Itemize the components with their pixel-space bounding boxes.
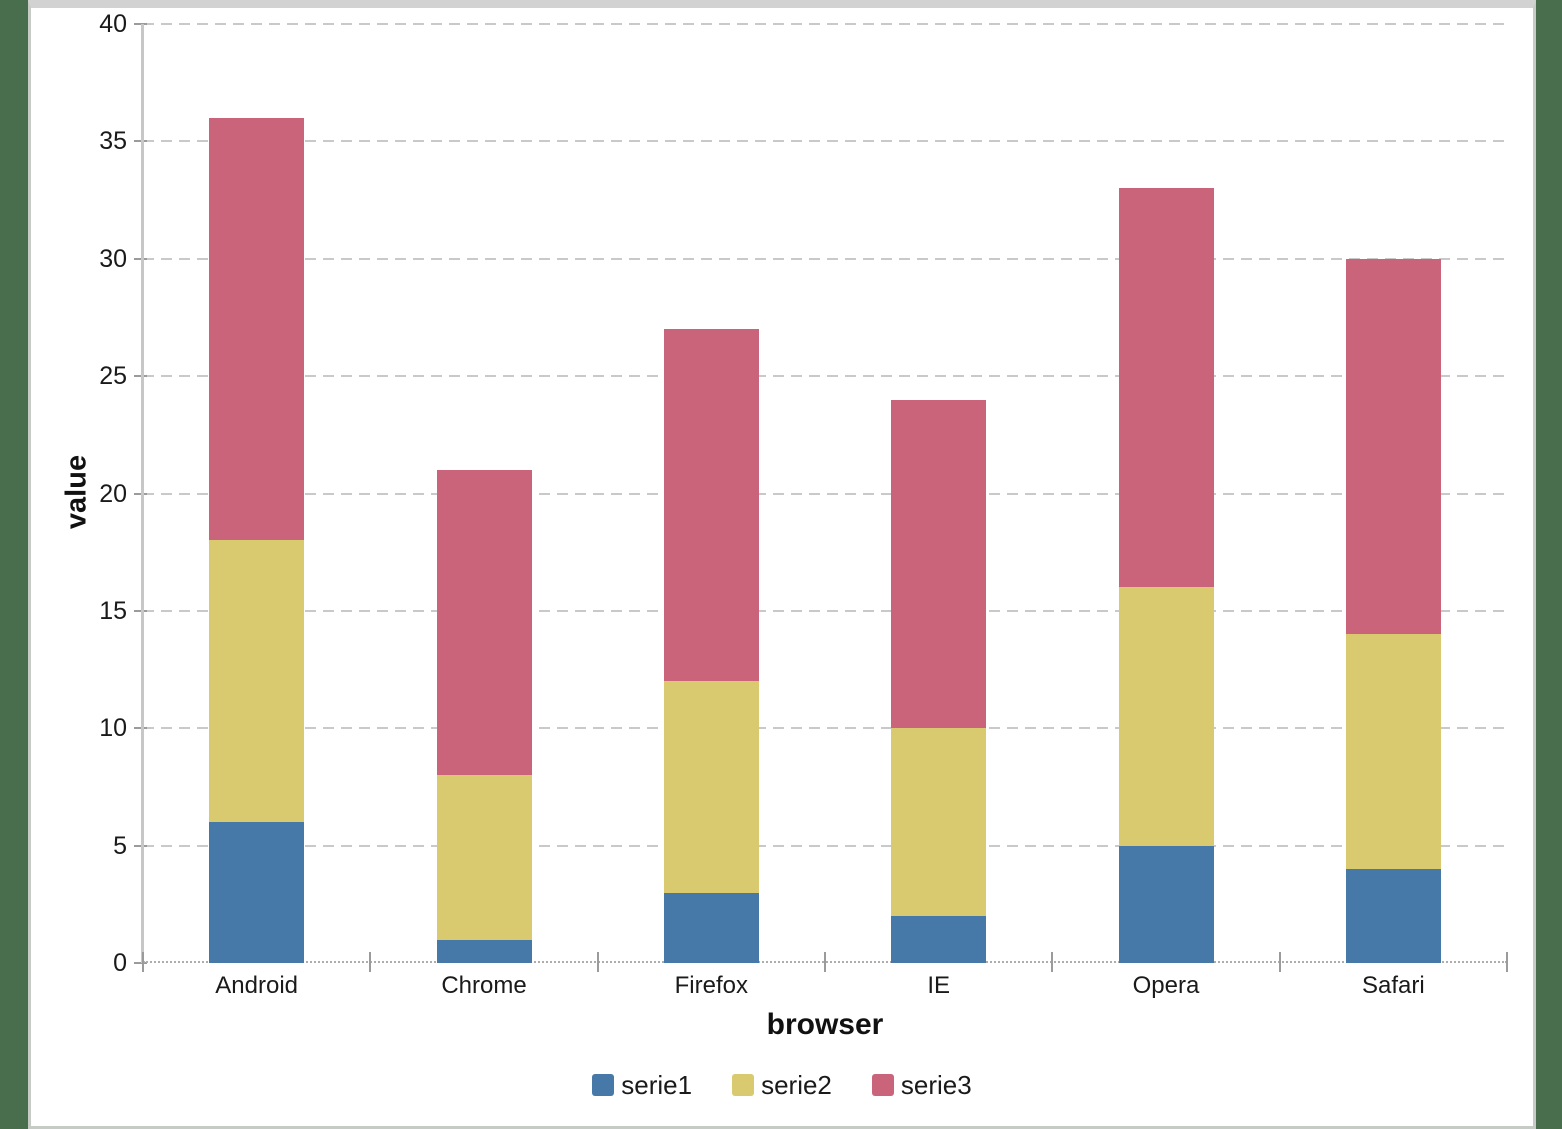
- category-label: Android: [215, 972, 299, 999]
- x-axis-tick: [824, 952, 826, 972]
- y-axis-tick: [134, 23, 147, 25]
- x-axis-title: browser: [766, 1008, 884, 1041]
- gridline: [143, 257, 1507, 260]
- legend-swatch-serie1: [592, 1074, 615, 1096]
- bar-segment-serie2-firefox: [663, 681, 759, 893]
- y-axis-tick: [134, 609, 147, 612]
- legend-item-serie1: serie1: [592, 1072, 692, 1098]
- chart-panel: value browser serie1 serie2 serie3 0 5 10 15 2…: [28, 0, 1536, 1129]
- y-axis-line: [141, 24, 144, 963]
- y-tick-label: 35: [99, 127, 127, 156]
- bar-segment-serie3-safari: [1345, 258, 1441, 635]
- gridline: [143, 375, 1507, 378]
- legend-label: serie3: [900, 1070, 972, 1100]
- bar-segment-serie2-chrome: [436, 775, 532, 940]
- y-tick-label: 5: [113, 831, 127, 860]
- category-label: IE: [927, 972, 950, 999]
- category-label: Opera: [1132, 972, 1200, 999]
- legend-item-serie3: serie3: [871, 1070, 972, 1100]
- bar-segment-serie2-ie: [891, 728, 987, 917]
- legend-label: serie2: [761, 1070, 832, 1100]
- category-label: Safari: [1361, 972, 1425, 999]
- y-tick-label: 20: [99, 479, 127, 508]
- y-axis-tick: [134, 844, 147, 847]
- bar-segment-serie2-opera: [1118, 587, 1214, 846]
- y-axis-tick: [134, 257, 147, 260]
- bar-segment-serie1-ie: [891, 916, 987, 963]
- gridline: [143, 23, 1507, 25]
- x-axis-tick: [596, 952, 599, 972]
- y-tick-label: 40: [99, 10, 127, 38]
- bar-segment-serie1-chrome: [436, 939, 532, 963]
- y-tick-label: 25: [99, 362, 127, 391]
- bar-segment-serie1-safari: [1345, 869, 1441, 963]
- gridline: [143, 609, 1507, 612]
- x-axis-tick: [1051, 952, 1054, 972]
- y-tick-label: 0: [113, 949, 127, 977]
- bar-segment-serie3-chrome: [436, 470, 532, 776]
- category-label: Chrome: [441, 972, 527, 999]
- legend-swatch-serie3: [871, 1074, 894, 1096]
- legend-swatch-serie2: [732, 1074, 755, 1096]
- legend-item-serie2: serie2: [732, 1072, 832, 1098]
- bar-segment-serie1-opera: [1118, 845, 1214, 963]
- y-axis-tick: [134, 140, 147, 143]
- x-axis-tick: [142, 952, 144, 972]
- bar-segment-serie3-ie: [891, 399, 987, 729]
- bar-segment-serie2-safari: [1345, 634, 1441, 870]
- y-axis-tick: [134, 375, 147, 378]
- gridline: [143, 844, 1507, 847]
- x-axis-tick: [369, 952, 372, 972]
- x-axis-tick: [1278, 952, 1281, 972]
- gridline: [143, 727, 1507, 730]
- gridline: [143, 140, 1507, 143]
- x-axis-tick: [1506, 952, 1508, 972]
- legend: serie1 serie2 serie3: [31, 1072, 1533, 1098]
- bar-segment-serie2-android: [209, 540, 305, 823]
- y-tick-label: 15: [99, 596, 127, 625]
- stacked-bar-chart: value browser serie1 serie2 serie3 0 5 10 15 2…: [31, 8, 1533, 1126]
- y-axis-tick: [134, 727, 147, 730]
- y-tick-label: 10: [99, 714, 127, 743]
- gridline: [143, 492, 1507, 495]
- bar-segment-serie3-opera: [1118, 188, 1214, 588]
- category-label: Firefox: [674, 972, 748, 999]
- bar-segment-serie3-android: [209, 117, 305, 541]
- legend-label: serie1: [621, 1070, 693, 1100]
- y-tick-label: 30: [99, 244, 127, 273]
- y-axis-tick: [134, 962, 147, 964]
- bar-segment-serie3-firefox: [663, 329, 759, 682]
- y-axis-tick: [134, 492, 147, 495]
- bar-segment-serie1-android: [209, 822, 305, 963]
- bar-segment-serie1-firefox: [663, 892, 759, 963]
